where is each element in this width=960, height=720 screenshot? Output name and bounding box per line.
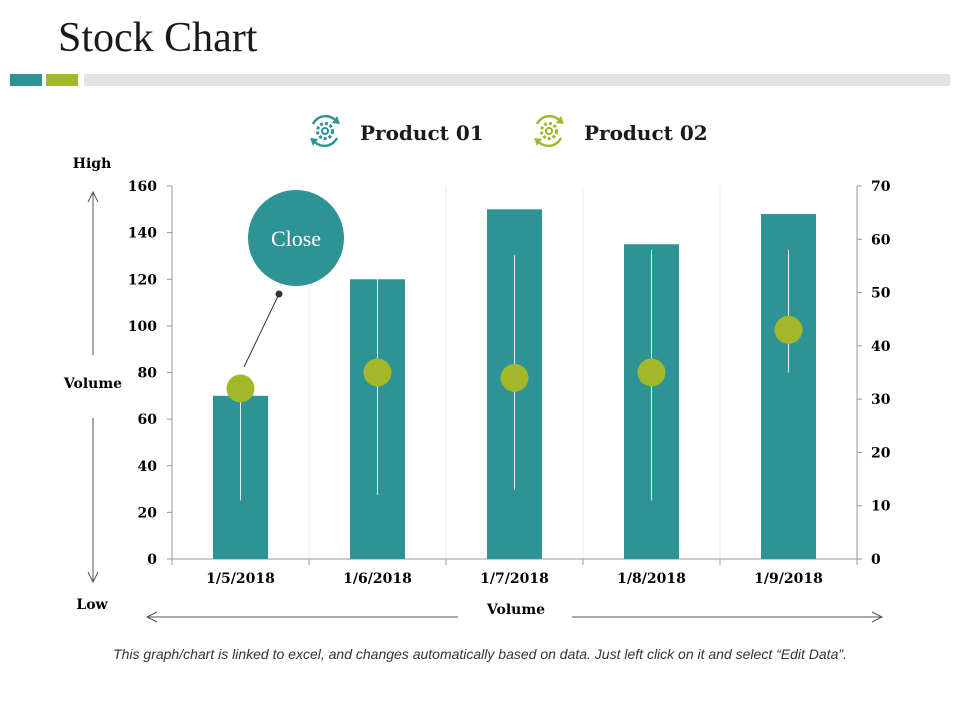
chart-legend: Product 01 Product 02	[0, 110, 960, 154]
close-marker	[363, 358, 392, 387]
volume-bottom-label: Volume	[486, 602, 545, 618]
horizontal-arrow	[145, 611, 884, 623]
callout-bubble	[248, 190, 344, 286]
close-callout: Close	[243, 190, 344, 368]
callout-leader-line	[243, 293, 280, 368]
x-axis-tick-label: 1/5/2018	[206, 571, 275, 587]
callout-label: Close	[271, 226, 321, 251]
callout-leader-dot	[275, 290, 283, 298]
left-axis-tick-label: 20	[138, 505, 158, 521]
close-marker	[500, 363, 529, 392]
left-axis-tick-label: 80	[138, 366, 158, 382]
close-marker	[226, 374, 255, 403]
close-marker	[774, 315, 803, 344]
left-axis-ticks: 0 20 40 60 80 100 120 140 160	[128, 179, 172, 568]
gear-cycle-icon	[528, 110, 570, 156]
x-axis-tick-label: 1/9/2018	[754, 571, 823, 587]
legend-label-product-02: Product 02	[584, 121, 708, 145]
accent-gray-segment	[84, 74, 950, 86]
left-axis-tick-label: 140	[128, 226, 157, 242]
right-axis-tick-label: 50	[871, 286, 891, 302]
page-title: Stock Chart	[58, 15, 258, 61]
low-label: Low	[76, 597, 108, 613]
left-axis-tick-label: 120	[128, 272, 157, 288]
x-axis-tick-label: 1/7/2018	[480, 571, 549, 587]
right-axis-ticks: 0 10 20 30 40 50 60 70	[857, 179, 891, 568]
footnote: This graph/chart is linked to excel, and…	[113, 646, 847, 662]
right-axis-tick-label: 60	[871, 232, 891, 248]
legend-item-product-02: Product 02	[528, 110, 708, 156]
close-marker	[637, 358, 666, 387]
right-axis-tick-label: 20	[871, 445, 891, 461]
legend-label-product-01: Product 01	[360, 121, 484, 145]
right-axis-tick-label: 0	[871, 552, 881, 568]
accent-green-segment	[46, 74, 78, 86]
right-axis-tick-label: 10	[871, 499, 891, 515]
left-axis-tick-label: 100	[128, 319, 157, 335]
left-axis-tick-label: 160	[128, 179, 157, 195]
right-axis-tick-label: 70	[871, 179, 891, 195]
left-axis-tick-label: 60	[138, 412, 158, 428]
gear-cycle-icon	[304, 110, 346, 156]
volume-left-label: Volume	[63, 376, 122, 392]
right-axis-tick-label: 40	[871, 339, 891, 355]
x-axis-tick-label: 1/6/2018	[343, 571, 412, 587]
x-axis-ticks: 1/5/2018 1/6/2018 1/7/2018 1/8/2018 1/9/2018	[206, 571, 823, 587]
right-axis-tick-label: 30	[871, 392, 891, 408]
high-label: High	[73, 156, 112, 172]
accent-teal-segment	[10, 74, 42, 86]
left-axis-tick-label: 40	[138, 459, 158, 475]
legend-item-product-01: Product 01	[304, 110, 484, 156]
title-accent-strip	[10, 74, 950, 86]
close-markers	[226, 315, 803, 403]
x-axis-tick-label: 1/8/2018	[617, 571, 686, 587]
left-axis-tick-label: 0	[147, 552, 157, 568]
vertical-arrow	[87, 190, 99, 584]
